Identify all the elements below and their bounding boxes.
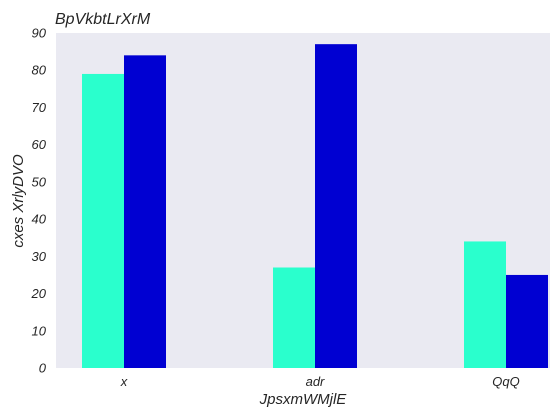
y-tick-labels: 0 10 20 30 40 50 60 70 80 90	[31, 26, 47, 376]
bar-series2-x	[124, 55, 166, 368]
y-tick-label: 20	[31, 286, 47, 301]
x-axis-label: JpsxmWMjlE	[259, 391, 348, 408]
bar-series2-QqQ	[506, 274, 548, 368]
y-tick-label: 10	[32, 323, 47, 338]
bar-series1-adr	[273, 267, 315, 368]
x-tick-label: x	[120, 374, 128, 389]
bar-series1-QqQ	[464, 241, 506, 368]
x-tick-label: adr	[306, 374, 325, 389]
y-axis-label: cxes XrlyDVO	[10, 154, 27, 248]
y-tick-label: 50	[32, 174, 47, 189]
y-tick-label: 30	[32, 249, 47, 264]
y-tick-label: 0	[39, 361, 47, 376]
bars-group	[82, 44, 548, 369]
x-tick-labels: x adr QqQ	[120, 374, 520, 389]
bar-series2-adr	[315, 44, 357, 369]
y-tick-label: 90	[32, 26, 47, 41]
bar-series1-x	[82, 73, 124, 368]
y-tick-label: 60	[32, 137, 47, 152]
x-tick-label: QqQ	[492, 374, 519, 389]
y-tick-label: 70	[32, 100, 47, 115]
chart-title: BpVkbtLrXrM	[55, 11, 151, 28]
y-tick-label: 40	[32, 212, 47, 227]
y-tick-label: 80	[32, 63, 47, 78]
